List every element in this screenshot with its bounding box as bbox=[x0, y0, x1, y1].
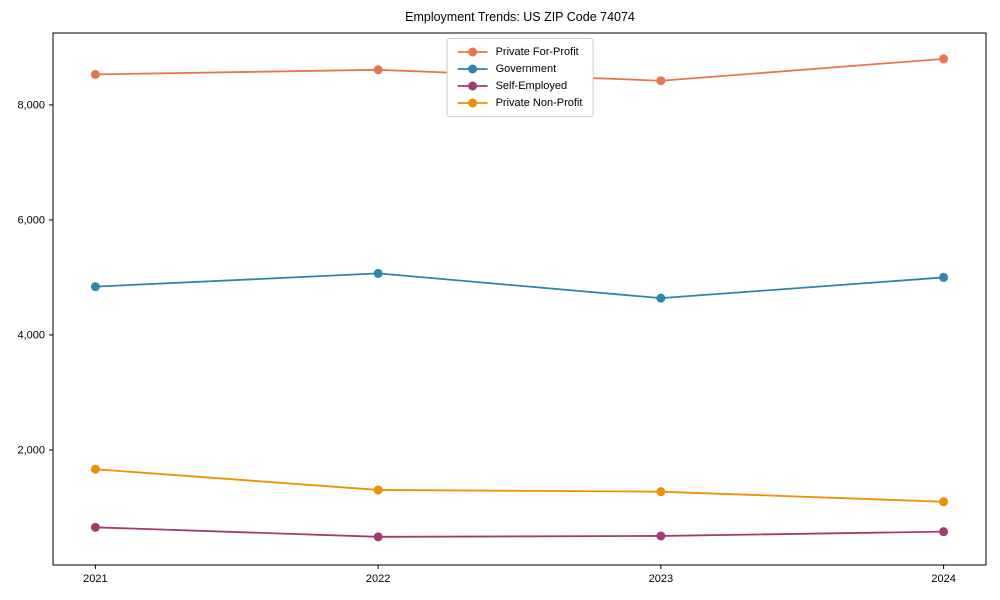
legend-label: Private Non-Profit bbox=[495, 97, 583, 109]
data-point-marker bbox=[90, 69, 100, 79]
data-point-marker bbox=[656, 76, 666, 86]
y-tick-label: 6,000 bbox=[17, 214, 45, 226]
x-tick-label: 2021 bbox=[83, 573, 107, 585]
data-point-marker bbox=[373, 65, 383, 75]
legend-box: Private For-Profit Government Self-Employe… bbox=[446, 38, 594, 117]
legend-item: Government bbox=[457, 63, 583, 75]
legend-marker-dot bbox=[468, 64, 478, 74]
legend-label: Private For-Profit bbox=[495, 46, 579, 58]
x-tick-label: 2023 bbox=[649, 573, 673, 585]
legend-label: Government bbox=[495, 63, 557, 75]
legend-line-marker-swatch bbox=[457, 81, 488, 91]
legend-marker-dot bbox=[468, 47, 478, 57]
y-tick-label: 4,000 bbox=[17, 329, 45, 341]
data-point-marker bbox=[939, 527, 949, 537]
x-tick-label: 2024 bbox=[931, 573, 955, 585]
legend-line-marker-swatch bbox=[457, 64, 488, 74]
legend-item: Private For-Profit bbox=[457, 46, 583, 58]
chart-title: Employment Trends: US ZIP Code 74074 bbox=[405, 10, 635, 24]
data-point-marker bbox=[373, 268, 383, 278]
legend-item: Private Non-Profit bbox=[457, 97, 583, 109]
legend-label: Self-Employed bbox=[495, 80, 568, 92]
data-point-marker bbox=[90, 522, 100, 532]
legend-item: Self-Employed bbox=[457, 80, 583, 92]
data-point-marker bbox=[939, 497, 949, 507]
series-line-self-employed bbox=[95, 526, 944, 538]
data-point-marker bbox=[656, 531, 666, 541]
axes-frame bbox=[52, 32, 987, 566]
series-line-private-non-profit bbox=[95, 468, 944, 503]
data-point-marker bbox=[939, 54, 949, 64]
series-line-government bbox=[95, 272, 944, 300]
x-tick-label: 2022 bbox=[366, 573, 390, 585]
legend-line-marker-swatch bbox=[457, 47, 488, 57]
legend-marker-dot bbox=[468, 98, 478, 108]
legend-marker-dot bbox=[468, 81, 478, 91]
data-point-marker bbox=[90, 282, 100, 292]
y-tick-label: 8,000 bbox=[17, 99, 45, 111]
data-point-marker bbox=[939, 272, 949, 282]
data-point-marker bbox=[373, 532, 383, 542]
data-point-marker bbox=[373, 485, 383, 495]
data-point-marker bbox=[90, 464, 100, 474]
data-point-marker bbox=[656, 293, 666, 303]
data-point-marker bbox=[656, 487, 666, 497]
legend-line-marker-swatch bbox=[457, 98, 488, 108]
y-tick-label: 2,000 bbox=[17, 444, 45, 456]
